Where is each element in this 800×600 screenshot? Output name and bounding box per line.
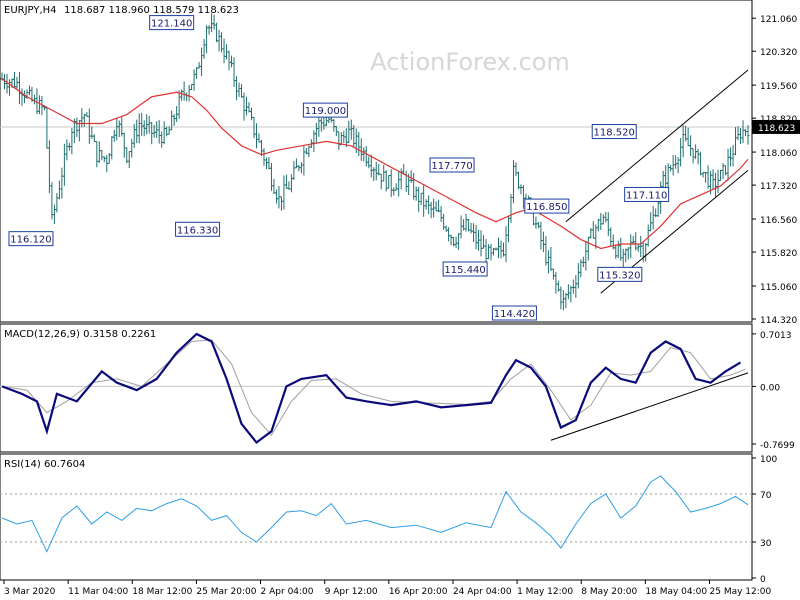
time-tick-label: 2 Apr 04:00 [261,587,314,597]
rsi-tick-label: 30 [760,539,772,549]
price-panel-title: EURJPY,H4 [4,5,57,16]
price-tick-label: 115.820 [760,249,797,259]
time-tick-label: 25 May 12:00 [710,587,772,597]
price-annotations: 121.140 119.000 117.770 116.850 118.520 117.1… [8,15,670,321]
price-annotation: 119.000 [302,102,348,118]
rsi-line-path [1,475,749,553]
price-tick-label: 114.320 [760,316,797,326]
macd-trendline [550,372,749,441]
price-axis: 121.060120.320119.560118.820118.060117.3… [752,15,800,326]
rsi-tick-label: 100 [760,455,777,465]
time-tick-label: 16 Apr 20:00 [389,587,448,597]
price-annotation: 117.110 [624,186,670,202]
macd-axis: 0.7013 0.00 -0.7699 [752,331,795,451]
macd-tick-label: 0.7013 [760,331,792,341]
time-tick-label: 18 May 04:00 [645,587,707,597]
sma-line [1,78,749,250]
price-bars [0,13,750,311]
annotation-label: 121.140 [151,19,192,30]
price-tick-label: 116.560 [760,216,797,226]
annotation-label: 117.110 [626,190,667,201]
macd-lines [1,332,749,445]
last-price-box [752,119,800,134]
time-axis: 3 Mar 2020 11 Mar 04:00 18 Mar 12:00 25 Mar… [3,580,772,597]
price-tick-label: 120.320 [760,48,797,58]
price-tick-label: 117.320 [760,182,797,192]
price-tick-label: 119.560 [760,82,797,92]
time-tick-label: 25 Mar 20:00 [196,587,256,597]
macd-panel-title: MACD(12,26,9) 0.3158 0.2261 [4,329,156,340]
price-tick-label: 121.060 [760,15,797,25]
time-tick-label: 9 Apr 12:00 [325,587,378,597]
time-tick-label: 1 May 12:00 [517,587,573,597]
annotation-label: 115.320 [599,270,640,281]
price-annotation: 116.120 [8,231,54,247]
annotation-label: 117.770 [431,161,472,172]
price-bar [746,125,750,145]
macd-tick-label: -0.7699 [760,441,795,451]
price-annotation: 121.140 [149,15,195,31]
rsi-tick-label: 70 [760,491,772,501]
price-tick-label: 115.060 [760,283,797,293]
price-annotation: 115.320 [597,266,643,282]
rsi-tick-label: 0 [760,575,766,585]
annotation-label: 116.850 [526,202,567,213]
annotation-label: 116.120 [10,235,51,246]
annotation-label: 116.330 [177,225,218,236]
rsi-levels [0,493,752,543]
price-annotation: 116.330 [175,221,221,237]
rsi-axis: 100 70 30 0 [752,455,777,585]
annotation-label: 118.520 [594,128,635,139]
price-annotation: 118.520 [591,124,637,140]
ohlc-readout: 118.687 118.960 118.579 118.623 [64,5,239,16]
time-tick-label: 11 Mar 04:00 [68,587,128,597]
rsi-line [1,475,749,553]
channel-upper-line [565,69,749,223]
sma-line-path [1,78,749,250]
price-annotation: 115.440 [442,261,488,277]
macd-panel: MACD(12,26,9) 0.3158 0.2261 0.7013 0.00 -0… [0,323,795,453]
time-tick-label: 18 Mar 12:00 [132,587,192,597]
price-tick-label: 118.060 [760,149,797,159]
annotation-label: 119.000 [305,106,346,117]
time-tick-label: 8 May 20:00 [581,587,637,597]
rsi-panel: RSI(14) 60.7604 100 70 30 0 [0,453,777,585]
last-price-label: 118.623 [758,124,795,134]
time-tick-label: 3 Mar 2020 [4,587,56,597]
annotation-label: 115.440 [444,265,485,276]
price-annotation: 114.420 [491,305,537,321]
macd-line [1,332,742,445]
watermark: ActionForex.com [370,48,570,76]
annotation-label: 114.420 [494,309,535,320]
macd-tick-label: 0.00 [760,383,780,393]
price-annotation: 117.770 [429,157,475,173]
price-annotation: 116.850 [524,198,570,214]
rsi-panel-title: RSI(14) 60.7604 [4,459,85,470]
price-panel: ActionForex.com 121.140 119.000 117.770 116… [0,0,800,326]
time-tick-label: 24 Apr 04:00 [453,587,512,597]
